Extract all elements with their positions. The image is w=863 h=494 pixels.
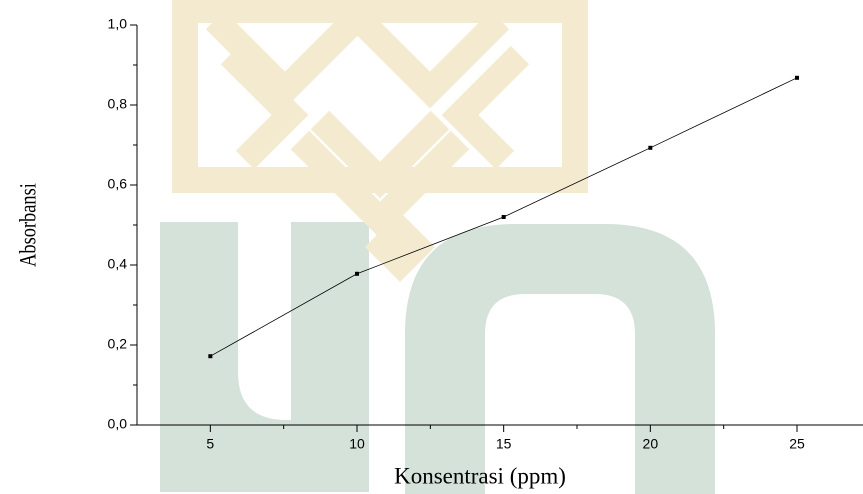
data-point xyxy=(208,354,212,358)
x-tick-label: 10 xyxy=(349,436,365,452)
y-tick-label: 0,2 xyxy=(108,336,128,352)
y-tick-label: 1,0 xyxy=(108,16,128,32)
watermark xyxy=(160,10,715,494)
data-point xyxy=(502,215,506,219)
y-tick-label: 0,4 xyxy=(108,256,128,272)
y-tick-label: 0,6 xyxy=(108,176,128,192)
data-point xyxy=(355,272,359,276)
y-tick-label: 0,8 xyxy=(108,96,128,112)
y-axis-label: Absorbansi xyxy=(14,183,41,267)
data-point xyxy=(795,76,799,80)
x-tick-label: 5 xyxy=(206,436,214,452)
chart: Konsentrasi (ppm) Absorbansi 0,0 0,2 0,4 0,… xyxy=(0,0,863,494)
x-tick-label: 25 xyxy=(789,436,805,452)
x-axis-label: Konsentrasi (ppm) xyxy=(394,463,566,488)
y-tick-label: 0,0 xyxy=(108,416,128,432)
x-tick-label: 15 xyxy=(496,436,512,452)
data-point xyxy=(648,146,652,150)
x-tick-label: 20 xyxy=(643,436,659,452)
